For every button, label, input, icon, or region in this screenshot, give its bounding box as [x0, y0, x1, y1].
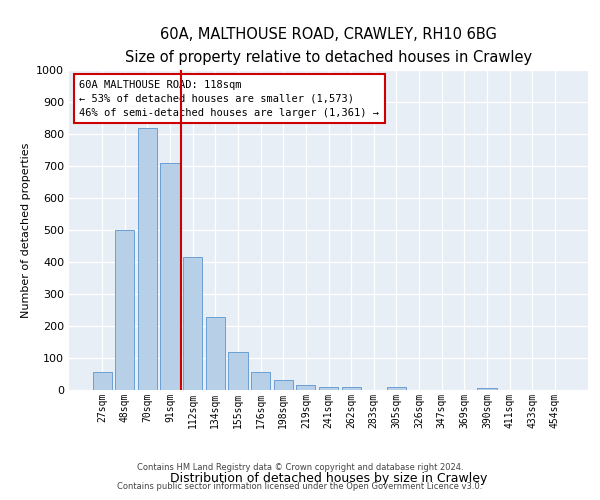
Bar: [229, 352, 248, 390]
Bar: [92, 372, 112, 390]
Bar: [477, 388, 497, 390]
Bar: [138, 128, 157, 390]
Text: 60A MALTHOUSE ROAD: 118sqm
← 53% of detached houses are smaller (1,573)
46% of s: 60A MALTHOUSE ROAD: 118sqm ← 53% of deta…: [79, 80, 379, 118]
Title: 60A, MALTHOUSE ROAD, CRAWLEY, RH10 6BG
Size of property relative to detached hou: 60A, MALTHOUSE ROAD, CRAWLEY, RH10 6BG S…: [125, 28, 532, 64]
Bar: [387, 388, 406, 390]
X-axis label: Distribution of detached houses by size in Crawley: Distribution of detached houses by size …: [170, 472, 487, 486]
Bar: [183, 257, 202, 390]
Bar: [251, 372, 270, 390]
Bar: [274, 380, 293, 390]
Bar: [341, 387, 361, 390]
Text: Contains HM Land Registry data © Crown copyright and database right 2024.: Contains HM Land Registry data © Crown c…: [137, 464, 463, 472]
Bar: [319, 387, 338, 390]
Text: Contains public sector information licensed under the Open Government Licence v3: Contains public sector information licen…: [118, 482, 482, 491]
Bar: [206, 317, 225, 390]
Bar: [296, 385, 316, 390]
Bar: [160, 163, 180, 390]
Bar: [115, 230, 134, 390]
Y-axis label: Number of detached properties: Number of detached properties: [20, 142, 31, 318]
